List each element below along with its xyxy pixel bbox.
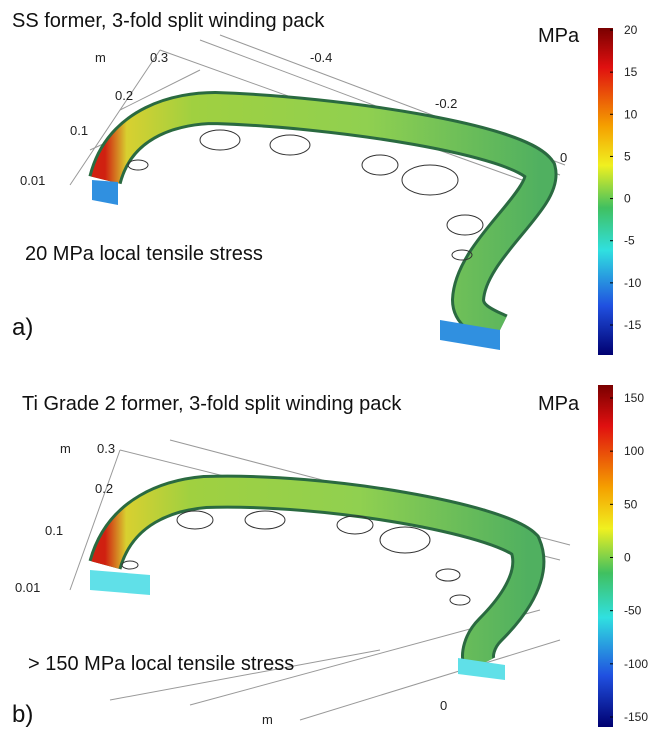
coil-end (92, 180, 118, 205)
axis-label: 0.1 (45, 523, 63, 538)
annotation: > 150 MPa local tensile stress (28, 653, 294, 675)
colorbar-tick-label: -50 (624, 604, 642, 618)
panel-label: b) (12, 701, 33, 728)
colorbar-tick-label: 100 (624, 444, 644, 458)
panel-b: Ti Grade 2 former, 3-fold split winding … (12, 385, 648, 728)
colorbar-tick-label: -15 (624, 318, 642, 332)
colorbar (598, 28, 613, 355)
colorbar-tick-label: 5 (624, 149, 631, 163)
axis-label: -0.4 (310, 50, 332, 65)
colorbar-tick-label: 50 (624, 497, 638, 511)
panel-title: Ti Grade 2 former, 3-fold split winding … (22, 393, 402, 415)
colorbar (598, 385, 613, 727)
axis-label: 0 (440, 698, 447, 713)
axis-label: -0.2 (435, 96, 457, 111)
axis-label: m (262, 712, 273, 727)
colorbar-tick-label: 20 (624, 23, 638, 37)
panel-a: SS former, 3-fold split winding pack 20 … (12, 10, 642, 355)
coil-end (90, 570, 150, 595)
colorbar-tick-label: -150 (624, 710, 648, 724)
axis-label: 0.01 (15, 580, 40, 595)
axis-label: 0.1 (70, 123, 88, 138)
coil-end (440, 320, 500, 350)
colorbar-tick-label: 10 (624, 107, 638, 121)
coil (91, 93, 555, 343)
axis-label: 0.01 (20, 173, 45, 188)
colorbar-tick-label: -5 (624, 234, 635, 248)
colorbar-unit: MPa (538, 393, 580, 415)
axis-label: 0.3 (150, 50, 168, 65)
colorbar-tick-label: 15 (624, 65, 638, 79)
axis-label: 0.2 (95, 481, 113, 496)
coil (91, 477, 543, 672)
colorbar-tick-label: 0 (624, 551, 631, 565)
coil-end (458, 658, 505, 680)
annotation: 20 MPa local tensile stress (25, 243, 263, 265)
cylinders (127, 129, 484, 261)
axis-label: 0 (560, 150, 567, 165)
colorbar-tick-label: 150 (624, 391, 644, 405)
colorbar-tick-label: 0 (624, 192, 631, 206)
colorbar-tick-label: -10 (624, 276, 642, 290)
panel-title: SS former, 3-fold split winding pack (12, 10, 325, 32)
axis-label: 0.3 (97, 441, 115, 456)
axis-label: m (95, 50, 106, 65)
colorbar-tick-label: -100 (624, 657, 648, 671)
axis-label: 0.2 (115, 88, 133, 103)
cylinders (121, 510, 471, 606)
colorbar-unit: MPa (538, 25, 580, 47)
panel-label: a) (12, 314, 33, 341)
axis-label: m (60, 441, 71, 456)
